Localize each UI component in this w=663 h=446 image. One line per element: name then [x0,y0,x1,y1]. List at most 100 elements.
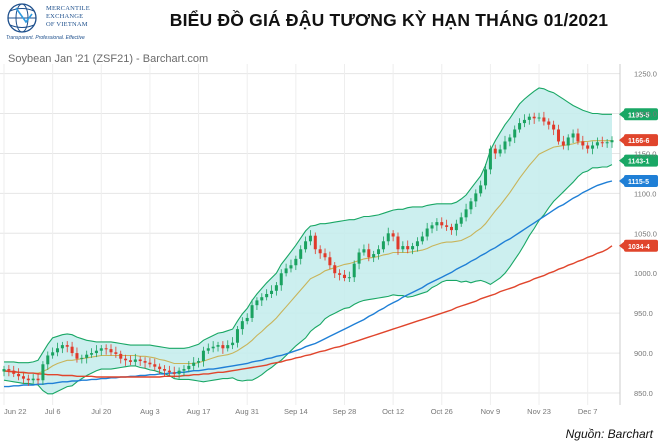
candle-body-41 [201,350,205,362]
y-tick-label-3: 1000.0 [634,269,657,278]
price-tag-label-4: 1034-4 [628,244,650,251]
candle-body-114 [556,129,561,142]
source-credit: Nguồn: Barchart [565,427,653,441]
candle-body-1 [7,369,11,371]
x-tick-label-5: Aug 31 [235,407,259,416]
candle-body-120 [586,145,590,149]
candle-body-16 [80,357,84,359]
candle-body-123 [600,142,604,144]
candle-body-69 [338,273,342,275]
candle-body-3 [17,373,21,377]
candle-body-33 [163,369,167,371]
candle-body-113 [552,124,556,130]
x-tick-label-9: Oct 26 [431,407,453,416]
candle-body-102 [498,149,502,154]
price-tags: 1195-5 1166-6 1143-1 1115-5 1034-4 [619,108,658,252]
candle-body-78 [381,241,385,250]
y-tick-label-6: 1150.0 [634,149,656,158]
price-tag-bg-0 [624,108,658,121]
candle-body-100 [488,148,492,170]
candle-body-39 [192,362,196,366]
candle-body-79 [386,233,390,242]
candle-body-112 [547,121,551,125]
candle-body-111 [542,117,546,122]
candle-body-106 [518,123,522,130]
candle-body-75 [367,249,371,258]
candle-body-67 [328,257,332,266]
candle-body-6 [31,378,35,381]
candle-body-17 [85,354,89,358]
candle-body-46 [226,345,230,349]
candle-body-27 [133,359,137,362]
price-tag-bg-1 [624,134,658,147]
x-tick-label-4: Aug 17 [187,407,211,416]
candle-body-49 [240,321,244,330]
price-tag-pointer-4 [619,241,624,250]
price-tag-pointer-3 [619,176,624,185]
candle-body-45 [221,345,225,349]
series-line-bollinger-lower [3,164,613,395]
candle-body-96 [469,201,473,210]
candle-body-86 [420,236,424,242]
candle-body-103 [503,141,507,150]
logo-line-2: EXCHANGE [46,13,84,20]
candle-body-15 [75,353,79,359]
candle-body-70 [342,274,346,279]
candle-body-80 [391,233,395,237]
candle-body-73 [357,252,361,264]
candle-body-81 [396,236,400,250]
candle-body-99 [484,169,488,186]
price-tag-label-0: 1195-5 [628,112,650,119]
series-line-moving-average-fast [4,180,613,388]
candle-body-119 [581,141,585,146]
x-tick-label-7: Sep 28 [333,407,357,416]
candle-body-59 [289,265,293,269]
price-tag-4: 1034-4 [619,239,658,252]
candle-body-23 [114,352,118,354]
candle-body-50 [245,317,249,322]
candle-body-20 [99,348,103,351]
candle-body-92 [449,226,453,231]
candle-body-58 [284,268,288,274]
candle-body-34 [167,370,171,373]
bollinger-band-fill [4,87,612,394]
candle-body-85 [415,241,419,247]
series-line-moving-average-slow [3,245,613,378]
candle-body-40 [197,361,201,363]
chart-source-label: Soybean Jan '21 (ZSF21) - Barchart.com [8,53,209,65]
series-lines [3,87,613,395]
candle-body-54 [265,293,269,298]
logo-line-1: MERCANTILE [46,5,90,12]
candle-body-122 [595,142,599,146]
x-tick-label-8: Oct 12 [382,407,404,416]
candle-body-22 [109,349,113,353]
price-tag-bg-2 [624,154,658,167]
candle-body-35 [172,372,176,374]
candle-body-98 [479,185,483,194]
candle-body-62 [304,241,308,250]
x-tick-label-3: Aug 3 [140,407,160,416]
candle-body-97 [474,193,478,202]
candle-body-44 [216,345,220,347]
candle-body-37 [182,369,186,371]
candle-body-104 [508,137,512,142]
price-tag-0: 1195-5 [619,108,658,121]
candle-body-2 [12,370,16,374]
price-tag-pointer-1 [619,136,624,145]
candlesticks [2,111,614,386]
candle-body-48 [235,329,239,343]
candle-body-26 [128,360,132,362]
candle-body-4 [21,376,25,379]
candle-body-7 [36,378,40,381]
candle-body-82 [401,246,405,250]
bollinger-band [4,87,612,394]
candle-body-90 [440,222,444,226]
y-tick-label-4: 1050.0 [634,229,657,238]
series-line-bollinger-middle [4,140,612,374]
candle-body-84 [411,246,415,250]
price-tag-label-2: 1143-1 [628,159,650,166]
y-axis: 850.0 900.0 950.0 1000.0 1050.0 1100.0 1150.0 1… [634,70,657,398]
candle-body-9 [46,355,50,365]
candle-body-61 [299,249,303,259]
